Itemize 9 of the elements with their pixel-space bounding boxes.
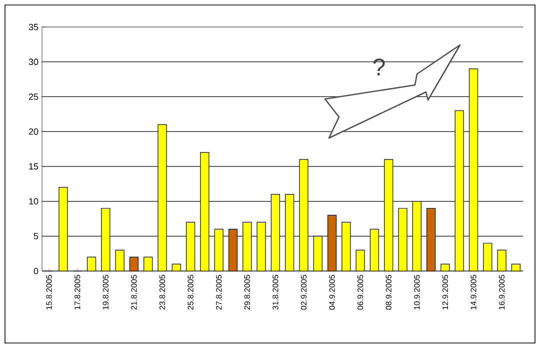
y-tick-label: 30	[28, 58, 38, 66]
annotation: ?	[373, 58, 385, 76]
y-tick-label: 25	[28, 94, 38, 100]
y-tick-label: 10	[29, 198, 38, 204]
y-tick-label: 0	[34, 268, 38, 274]
y-tick-label: 35	[28, 24, 38, 30]
y-tick-label: 5	[34, 233, 38, 240]
y-tick-label: 20	[28, 128, 38, 135]
y-tick-label: 15	[29, 163, 38, 170]
